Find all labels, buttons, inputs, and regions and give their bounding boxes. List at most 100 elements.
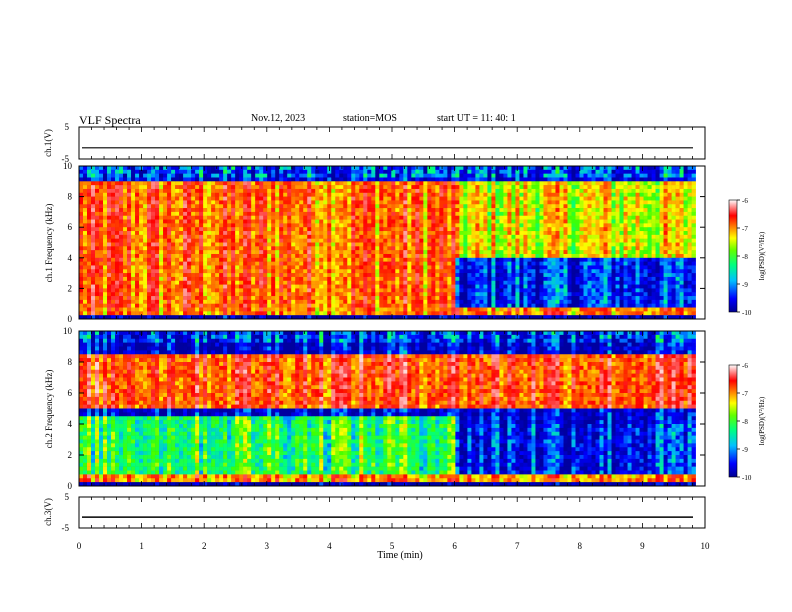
- spectrogram-cell: [251, 303, 256, 308]
- spectrogram-cell: [559, 246, 564, 251]
- spectrogram-cell: [251, 219, 256, 224]
- spectrogram-cell: [211, 231, 216, 236]
- spectrogram-cell: [327, 246, 332, 251]
- spectrogram-cell: [163, 204, 168, 209]
- spectrogram-cell: [511, 315, 516, 320]
- spectrogram-cell: [235, 215, 240, 220]
- spectrogram-cell: [91, 231, 96, 236]
- spectrogram-cell: [567, 276, 572, 282]
- spectrogram-cell: [531, 166, 536, 171]
- spectrogram-cell: [375, 280, 380, 285]
- spectrogram-cell: [403, 211, 408, 217]
- spectrogram-cell: [507, 166, 512, 171]
- spectrogram-cell: [555, 166, 560, 171]
- spectrogram-cell: [79, 196, 84, 201]
- spectrogram-cell: [515, 307, 520, 312]
- spectrogram-cell: [119, 204, 124, 209]
- spectrogram-cell: [115, 273, 120, 278]
- spectrogram-cell: [231, 276, 236, 282]
- spectrogram-cell: [415, 307, 420, 312]
- spectrogram-cell: [123, 265, 128, 270]
- spectrogram-cell: [435, 276, 440, 282]
- spectrogram-cell: [403, 307, 408, 312]
- spectrogram-cell: [367, 185, 372, 190]
- spectrogram-cell: [571, 231, 576, 236]
- spectrogram-cell: [355, 219, 360, 224]
- spectrogram-cell: [279, 185, 284, 190]
- spectrogram-cell: [235, 223, 240, 228]
- spectrogram-cell: [491, 280, 496, 285]
- spectrogram-cell: [383, 296, 388, 301]
- spectrogram-cell: [119, 231, 124, 236]
- spectrogram-cell: [343, 261, 348, 266]
- spectrogram-cell: [291, 166, 296, 171]
- spectrogram-cell: [463, 276, 468, 282]
- spectrogram-cell: [327, 284, 332, 289]
- spectrogram-cell: [555, 215, 560, 220]
- spectrogram-cell: [91, 292, 96, 297]
- spectrogram-cell: [307, 273, 312, 278]
- spectrogram-cell: [371, 269, 376, 274]
- spectrogram-cell: [99, 315, 104, 320]
- spectrogram-cell: [171, 192, 176, 197]
- spectrogram-cell: [439, 231, 444, 236]
- spectrogram-cell: [311, 204, 316, 209]
- spectrogram-cell: [471, 276, 476, 282]
- spectrogram-cell: [195, 299, 200, 305]
- spectrogram-cell: [219, 231, 224, 236]
- spectrogram-cell: [223, 250, 228, 255]
- spectrogram-cell: [239, 307, 244, 312]
- spectrogram-cell: [547, 227, 552, 232]
- spectrogram-cell: [303, 166, 308, 171]
- spectrogram-cell: [459, 269, 464, 274]
- spectrogram-cell: [247, 276, 252, 282]
- spectrogram-cell: [311, 177, 316, 182]
- spectrogram-cell: [411, 196, 416, 201]
- spectrogram-cell: [531, 173, 536, 178]
- spectrogram-cell: [383, 284, 388, 289]
- spectrogram-cell: [131, 211, 136, 217]
- spectrogram-cell: [259, 185, 264, 190]
- spectrogram-cell: [163, 253, 168, 259]
- spectrogram-cell: [175, 223, 180, 228]
- spectrogram-cell: [347, 227, 352, 232]
- spectrogram-cell: [315, 211, 320, 217]
- spectrogram-cell: [299, 315, 304, 320]
- spectrogram-cell: [283, 242, 288, 247]
- spectrogram-cell: [327, 211, 332, 217]
- spectrogram-cell: [99, 253, 104, 259]
- spectrogram-cell: [227, 173, 232, 178]
- spectrogram-cell: [451, 242, 456, 247]
- spectrogram-cell: [347, 292, 352, 297]
- spectrogram-cell: [363, 188, 368, 194]
- spectrogram-cell: [227, 273, 232, 278]
- spectrogram-cell: [435, 303, 440, 308]
- spectrogram-cell: [499, 284, 504, 289]
- spectrogram-cell: [551, 250, 556, 255]
- spectrogram-cell: [491, 204, 496, 209]
- spectrogram-cell: [543, 261, 548, 266]
- spectrogram-cell: [231, 231, 236, 236]
- spectrogram-cell: [411, 231, 416, 236]
- spectrogram-cell: [455, 166, 460, 171]
- spectrogram-cell: [395, 299, 400, 305]
- spectrogram-cell: [443, 265, 448, 270]
- spectrogram-cell: [531, 234, 536, 239]
- spectrogram-cell: [207, 242, 212, 247]
- spectrogram-cell: [563, 173, 568, 178]
- spectrogram-cell: [319, 204, 324, 209]
- spectrogram-cell: [283, 215, 288, 220]
- spectrogram-cell: [499, 192, 504, 197]
- spectrogram-cell: [279, 192, 284, 197]
- spectrogram-cell: [107, 273, 112, 278]
- spectrogram-cell: [95, 280, 100, 285]
- spectrogram-cell: [103, 200, 108, 205]
- spectrogram-cell: [419, 173, 424, 178]
- spectrogram-cell: [199, 315, 204, 320]
- spectrogram-cell: [395, 188, 400, 194]
- spectrogram-cell: [459, 204, 464, 209]
- spectrogram-cell: [119, 223, 124, 228]
- spectrogram-cell: [307, 303, 312, 308]
- spectrogram-cell: [427, 276, 432, 282]
- spectrogram-cell: [135, 250, 140, 255]
